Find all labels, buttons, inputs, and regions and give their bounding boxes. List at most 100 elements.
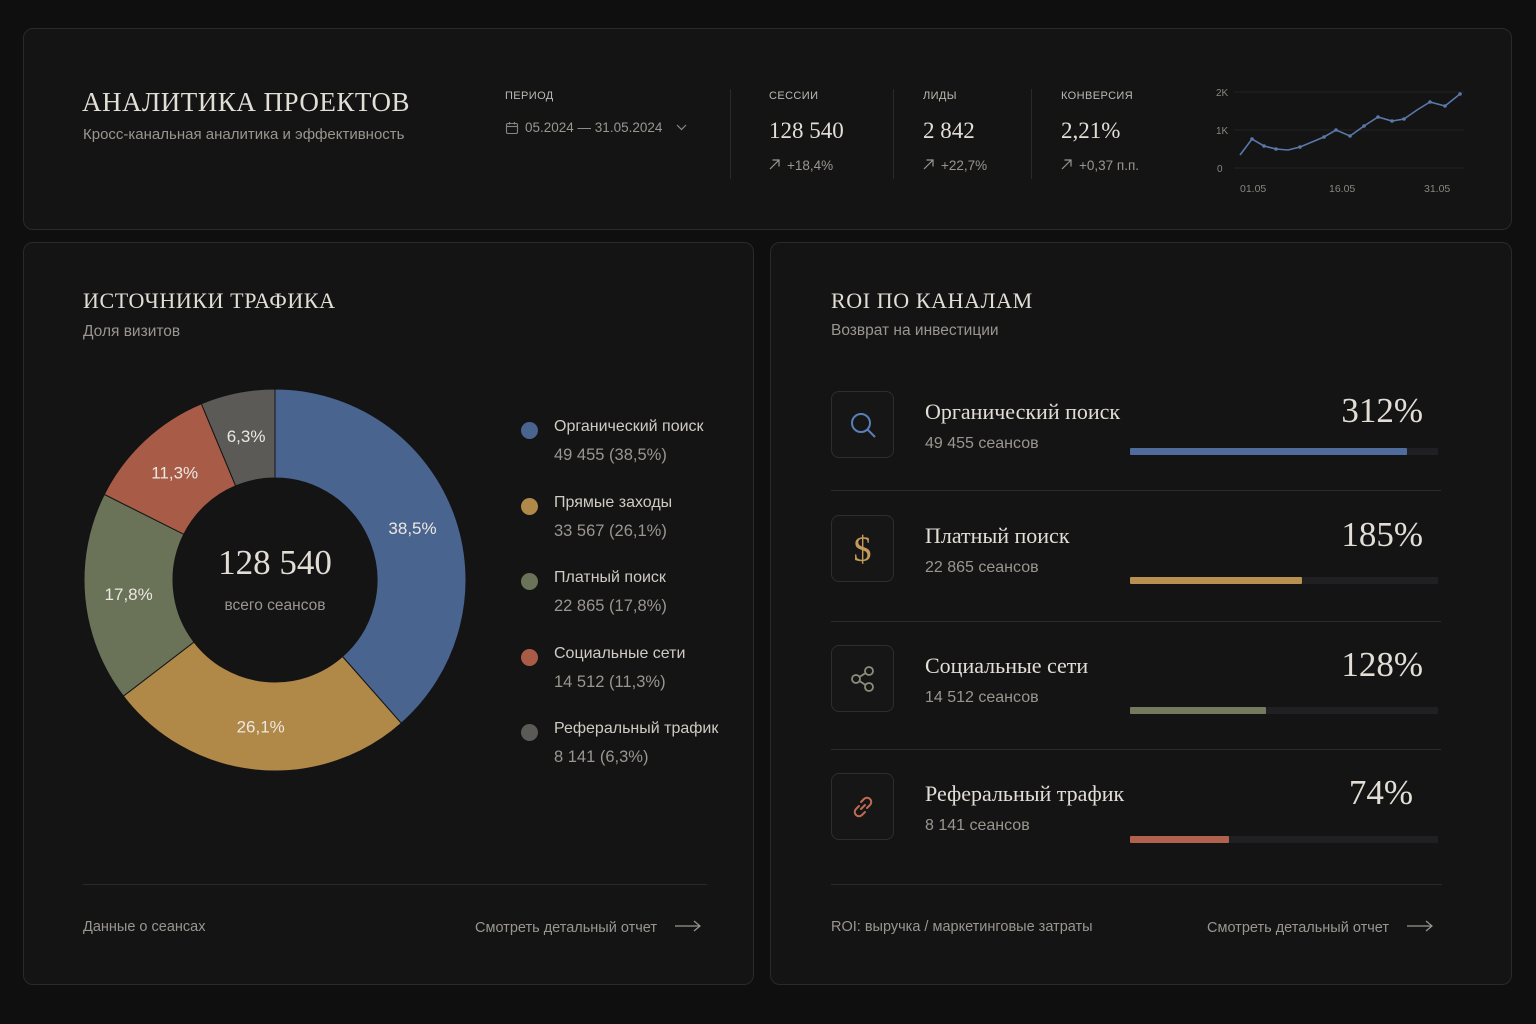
search-icon xyxy=(831,391,894,458)
kpi-value: 2 842 xyxy=(923,118,975,143)
roi-sessions: 8 141 сеансов xyxy=(925,817,1030,834)
donut-legend: Органический поиск 49 455 (38,5%) Прямые… xyxy=(519,416,718,794)
card-title: ROI ПО КАНАЛАМ xyxy=(831,288,1033,313)
arrow-up-right-icon xyxy=(1061,158,1072,173)
kpi-delta-value: +18,4% xyxy=(787,158,834,173)
card-subtitle: Доля визитов xyxy=(83,323,181,340)
x-tick: 01.05 xyxy=(1240,183,1266,195)
legend-name: Прямые заходы xyxy=(554,493,673,511)
kpi-delta-value: +0,37 п.п. xyxy=(1079,158,1140,173)
kpi-value: 128 540 xyxy=(769,118,844,143)
roi-bar-fill xyxy=(1130,577,1303,584)
legend-value: 8 141 (6,3%) xyxy=(554,748,649,766)
divider xyxy=(831,749,1441,750)
divider xyxy=(831,490,1441,491)
roi-bar-track xyxy=(1130,836,1438,843)
roi-sessions: 49 455 сеансов xyxy=(925,435,1039,452)
detailed-report-label: Смотреть детальный отчет xyxy=(475,920,658,936)
donut-slice-label: 26,1% xyxy=(237,717,285,736)
detailed-report-label: Смотреть детальный отчет xyxy=(1207,920,1390,936)
donut-center-value: 128 540 xyxy=(218,543,332,582)
roi-bar-track xyxy=(1130,448,1438,455)
legend-value: 14 512 (11,3%) xyxy=(554,672,666,691)
legend-item: Прямые заходы 33 567 (26,1%) xyxy=(519,492,718,568)
donut-slice-label: 38,5% xyxy=(388,519,436,538)
sparkline-line xyxy=(1239,93,1461,156)
roi-channel-name: Реферальный трафик xyxy=(925,781,1125,806)
page-subtitle: Кросс-канальная аналитика и эффективност… xyxy=(83,126,405,143)
legend-name: Платный поиск xyxy=(554,569,666,586)
share-icon xyxy=(831,645,894,712)
legend-item: Социальные сети 14 512 (11,3%) xyxy=(519,643,718,719)
roi-channel-name: Платный поиск xyxy=(925,523,1070,548)
footer-note: Данные о сеансах xyxy=(83,919,206,935)
roi-sessions: 14 512 сеансов xyxy=(925,689,1039,706)
arrow-up-right-icon xyxy=(923,158,934,173)
roi-bar-track xyxy=(1130,577,1438,584)
card-subtitle: Возврат на инвестиции xyxy=(831,322,999,339)
legend-item: Реферальный трафик 8 141 (6,3%) xyxy=(519,718,718,794)
footer-note: ROI: выручка / маркетинговые затраты xyxy=(831,919,1093,935)
roi-percent: 312% xyxy=(1341,391,1423,430)
divider xyxy=(893,89,894,179)
divider xyxy=(730,89,731,179)
divider xyxy=(83,884,707,885)
kpi-leads: ЛИДЫ 2 842 +22,7% xyxy=(923,90,987,173)
header-card: АНАЛИТИКА ПРОЕКТОВ Кросс-канальная анали… xyxy=(23,28,1512,230)
legend-name: Социальные сети xyxy=(554,644,686,662)
dollar-icon: $ xyxy=(831,515,894,582)
divider xyxy=(1031,89,1032,179)
kpi-sessions: СЕССИИ 128 540 +18,4% xyxy=(769,90,844,173)
detailed-report-link[interactable]: Смотреть детальный отчет xyxy=(475,920,702,936)
donut-slice-label: 11,3% xyxy=(151,464,198,483)
roi-channel-name: Органический поиск xyxy=(925,399,1121,424)
roi-card: ROI ПО КАНАЛАМ Возврат на инвестиции Орг… xyxy=(770,242,1512,985)
roi-percent: 128% xyxy=(1341,645,1423,684)
divider xyxy=(831,621,1441,622)
donut-slice xyxy=(83,493,195,697)
x-tick: 31.05 xyxy=(1424,183,1450,195)
arrow-right-icon xyxy=(675,920,702,936)
kpi-delta-value: +22,7% xyxy=(941,158,988,173)
donut-slice xyxy=(122,641,403,772)
period-label: ПЕРИОД xyxy=(505,90,554,102)
donut-slice-label: 6,3% xyxy=(227,427,266,446)
legend-name: Органический поиск xyxy=(554,418,704,435)
roi-percent: 74% xyxy=(1348,773,1413,812)
roi-bar-track xyxy=(1130,707,1438,714)
sparkline-points xyxy=(1250,92,1462,151)
kpi-conversion: КОНВЕРСИЯ 2,21% +0,37 п.п. xyxy=(1061,90,1139,173)
roi-bar-fill xyxy=(1130,836,1229,843)
kpi-delta: +18,4% xyxy=(769,158,844,173)
kpi-value: 2,21% xyxy=(1061,118,1121,143)
roi-row-paid: $ Платный поиск 22 865 сеансов 185% xyxy=(831,515,1441,585)
link-icon xyxy=(831,773,894,840)
x-tick: 16.05 xyxy=(1329,183,1355,195)
kpi-label: СЕССИИ xyxy=(769,90,819,102)
legend-name: Реферальный трафик xyxy=(554,720,719,737)
divider xyxy=(831,884,1442,885)
kpi-delta: +22,7% xyxy=(923,158,987,173)
period-picker[interactable]: 05.2024 — 31.05.2024 xyxy=(505,120,687,135)
legend-dot xyxy=(521,573,538,590)
card-title: ИСТОЧНИКИ ТРАФИКА xyxy=(83,288,336,313)
roi-bar-fill xyxy=(1130,448,1408,455)
period-value: 05.2024 — 31.05.2024 xyxy=(525,120,663,135)
y-tick: 1K xyxy=(1216,126,1229,137)
chevron-down-icon xyxy=(676,124,687,131)
legend-item: Платный поиск 22 865 (17,8%) xyxy=(519,567,718,643)
legend-value: 22 865 (17,8%) xyxy=(554,597,667,615)
legend-dot xyxy=(521,724,538,741)
legend-value: 49 455 (38,5%) xyxy=(554,446,667,464)
calendar-icon xyxy=(505,121,519,135)
traffic-sources-card: ИСТОЧНИКИ ТРАФИКА Доля визитов 38,5% 26,1… xyxy=(23,242,754,985)
legend-dot xyxy=(521,422,538,439)
legend-dot xyxy=(521,497,538,515)
y-tick: 2K xyxy=(1216,88,1229,99)
donut-slice xyxy=(200,388,276,487)
roi-percent: 185% xyxy=(1341,515,1423,554)
donut-slice xyxy=(274,388,467,724)
legend-value: 33 567 (26,1%) xyxy=(554,521,667,540)
detailed-report-link[interactable]: Смотреть детальный отчет xyxy=(1207,920,1434,936)
roi-row-organic: Органический поиск 49 455 сеансов 312% xyxy=(831,391,1441,461)
